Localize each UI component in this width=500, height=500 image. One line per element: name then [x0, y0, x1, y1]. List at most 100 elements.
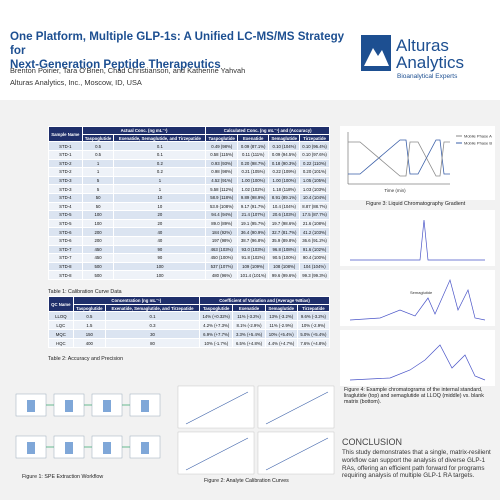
table-cell: 100 — [81, 218, 115, 229]
table-row: STD-8 500 100 537 (107%) 109 (109%) 108 (108%… — [48, 261, 330, 272]
table-row: STD-1 0.5 0.1 0.58 (115%) 0.11 (111%) 0.09 (9… — [48, 149, 330, 160]
table-cell: 10% (-2.9%) — [296, 320, 331, 331]
table-cell: 101.4 (101%) — [237, 270, 270, 280]
table-cell: 108 (108%) — [268, 261, 301, 272]
table-row: STD-3 5 1 5.58 (112%) 1.02 (102%) 1.18 (118%)… — [48, 184, 330, 194]
table-row: STD-4 50 10 58.9 (118%) 9.89 (98.9%) 8.91 (89… — [48, 192, 330, 203]
table-cell: 99.6 (99.6%) — [268, 270, 301, 280]
table-cell: 13% (-3.2%) — [264, 311, 298, 322]
table-cell: 1 — [113, 175, 207, 186]
table-cell: 0.1 — [113, 141, 207, 151]
table-cell: 109 (109%) — [237, 261, 270, 272]
table-cell: 0.49 (98%) — [205, 141, 239, 151]
column-header: Exenatide — [232, 304, 266, 313]
table-cell: 89.0 (89%) — [205, 218, 239, 229]
table-cell: 93.0 (103%) — [237, 244, 270, 255]
table-row: STD-2 1 0.2 0.98 (98%) 0.21 (105%) 0.22 (109%… — [48, 167, 330, 177]
table-cell: STD-6 — [48, 227, 83, 237]
table-cell: 94.4 (94%) — [205, 210, 239, 220]
table-cell: 1.03 (103%) — [299, 184, 330, 194]
table-cell: 0.20 (98.7%) — [237, 158, 270, 169]
table-cell: 32.7 (81.7%) — [268, 227, 301, 237]
table-cell: 1.00 (100%) — [237, 175, 270, 186]
table-cell: 1.05 (105%) — [299, 175, 330, 186]
table-cell: 10% (+5.4%) — [264, 329, 298, 340]
table-cell: STD-3 — [48, 184, 83, 194]
logo-name: Alturas — [396, 36, 449, 55]
table-cell: 90 — [113, 244, 207, 255]
table-cell: 537 (107%) — [205, 261, 239, 272]
table-row: STD-2 1 0.2 0.93 (93%) 0.20 (98.7%) 0.18 (90.… — [48, 158, 330, 169]
authors: Brenton Poirier, Tara O'Brien, Chad Chri… — [10, 66, 246, 75]
table-cell: 10 — [113, 201, 207, 212]
calibration-curves — [177, 385, 335, 475]
title-line: Next-Generation Peptide Therapeutics — [10, 58, 221, 71]
column-header: Sample Name — [48, 125, 83, 143]
table-cell: 450 — [81, 244, 115, 255]
table-cell: 90.4 (100%) — [299, 253, 330, 263]
table-caption: Table 1: Calibration Curve Data — [48, 289, 122, 295]
table-cell: STD-8 — [48, 270, 83, 280]
table-cell: 5 — [81, 175, 115, 186]
curve-lines — [185, 391, 329, 471]
conclusion-heading: CONCLUSION — [342, 437, 403, 447]
table-cell: 0.11 (111%) — [237, 149, 270, 160]
table-cell: 21.6 (108%) — [299, 218, 330, 229]
table-cell: STD-4 — [48, 192, 83, 203]
logo-name: Analytics — [396, 53, 464, 72]
table-cell: 8.1% (-2.9%) — [232, 320, 266, 331]
table-cell: MQC — [48, 329, 74, 340]
column-header: Taspoglutide — [198, 304, 234, 313]
table-cell: 10.4 (104%) — [299, 192, 330, 203]
table-cell: STD-7 — [48, 253, 83, 263]
table-cell: 9.17 (91.7%) — [237, 201, 270, 212]
table-cell: 0.1 — [113, 149, 207, 160]
table-row: STD-6 200 40 184 (92%) 36.4 (90.9%) 32.7 (81.… — [48, 227, 330, 237]
table-cell: 200 — [81, 227, 115, 237]
header-row: QC Name Concentration (ng mL⁻¹) Coefficien… — [48, 295, 331, 313]
group-header: Calculated Conc. (ng mL⁻¹) and (Accuracy… — [205, 125, 330, 136]
table-cell: 21.4 (107%) — [237, 210, 270, 220]
table-cell: 200 — [81, 235, 115, 246]
table-cell: 10.4 (104%) — [268, 201, 301, 212]
workflow-arrows — [46, 404, 130, 448]
column-header: Taspoglutide — [205, 134, 239, 143]
table-cell: 100 — [113, 270, 207, 280]
table-cell: 0.20 (101%) — [299, 167, 330, 177]
table-cell: 91.6 (102%) — [299, 244, 330, 255]
table-cell: STD-3 — [48, 175, 83, 186]
table-cell: 500 — [81, 270, 115, 280]
table-cell: 5 — [81, 184, 115, 194]
table-cell: 400 — [72, 338, 107, 349]
column-header: Semaglutide — [264, 304, 298, 313]
trace — [350, 219, 485, 261]
table-cell: 1.18 (118%) — [268, 184, 301, 194]
table-row: STD-1 0.5 0.1 0.49 (98%) 0.09 (87.1%) 0.10 (1… — [48, 141, 330, 151]
table-cell: 0.09 (94.5%) — [268, 149, 301, 160]
affiliation: Alturas Analytics, Inc., Moscow, ID, USA — [10, 78, 142, 87]
table-cell: 6.9% (+7.7%) — [198, 329, 234, 340]
table-cell: 480 (96%) — [205, 270, 239, 280]
table-cell: 14% (+0.32%) — [198, 311, 234, 322]
table-cell: 4.52 (91%) — [205, 175, 239, 186]
table-cell: 17.5 (87.7%) — [299, 210, 330, 220]
table-cell: 90.5 (100%) — [268, 253, 301, 263]
figure-caption: Figure 3: Liquid Chromatography Gradient — [366, 201, 466, 207]
column-header: Tirzepatide — [299, 134, 330, 143]
gradient-chart: Time (min) Mobile Phase A Mobile Phase B — [340, 126, 495, 200]
table-cell: 50 — [81, 201, 115, 212]
table-cell: 1.02 (102%) — [237, 184, 270, 194]
table-row: HQC 400 80 10% (-1.7%) 6.5% (+4.8%) 4.4% (+4.… — [48, 338, 331, 349]
table-cell: 0.2 — [113, 158, 207, 169]
poster-title: One Platform, Multiple GLP-1s: A Unified… — [10, 30, 355, 72]
table-cell: 5.58 (112%) — [205, 184, 239, 194]
table-cell: 0.10 (96.4%) — [299, 141, 330, 151]
table-cell: 104 (104%) — [299, 261, 330, 272]
table-cell: 0.5 — [81, 149, 115, 160]
table-row: LQC 1.5 0.3 4.2% (+7.3%) 8.1% (-2.9%) 11% (-2… — [48, 320, 331, 331]
table-cell: 19.7 (98.6%) — [268, 218, 301, 229]
conclusion-text: This study demonstrates that a single, m… — [342, 449, 491, 480]
legend-label: Mobile Phase A — [464, 134, 492, 139]
column-header: Exenatide, Semaglutide, and Tirzepatide — [105, 304, 200, 313]
